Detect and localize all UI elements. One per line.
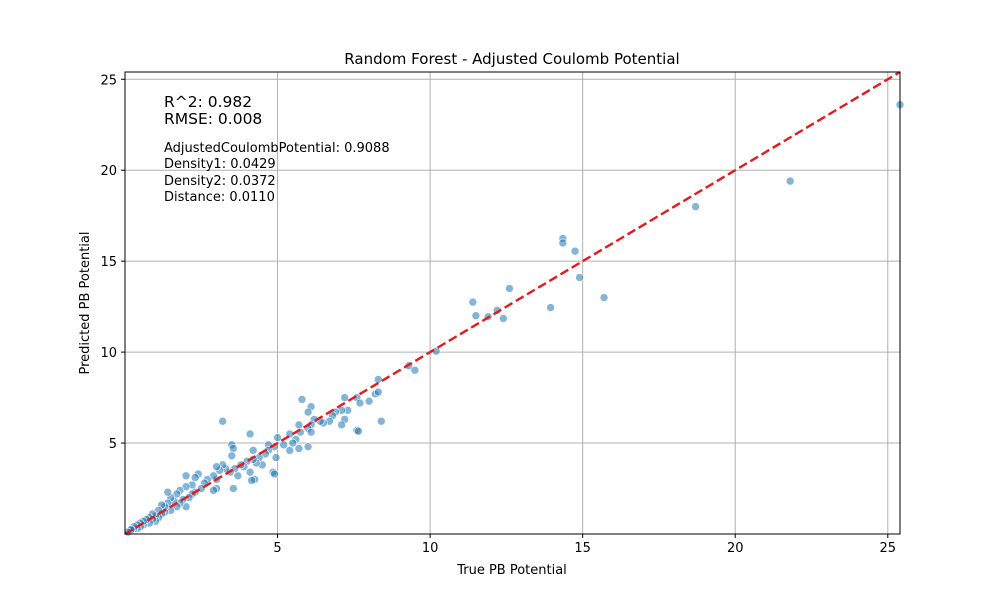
x-tick-label: 25: [880, 541, 897, 556]
data-point: [227, 451, 237, 461]
data-point: [691, 202, 700, 211]
y-tick-label: 5: [109, 437, 117, 452]
data-point: [499, 314, 508, 323]
data-point: [303, 407, 313, 417]
axis-ticks: 5 10 15 20 25 5 10 15 20 25: [100, 73, 896, 556]
data-point: [163, 487, 173, 497]
data-point: [209, 486, 218, 495]
data-point: [229, 444, 238, 453]
y-tick-label: 25: [100, 73, 117, 88]
data-point: [279, 440, 288, 450]
data-point: [785, 176, 795, 186]
data-point: [570, 246, 580, 256]
data-point: [546, 303, 555, 312]
data-point: [376, 416, 386, 426]
r2-annotation: R^2: 0.982: [164, 93, 252, 111]
x-tick-label: 15: [574, 541, 591, 556]
grid: [125, 72, 900, 534]
data-point: [599, 293, 609, 302]
data-point: [410, 365, 420, 375]
x-tick-label: 20: [727, 541, 744, 556]
importance-distance: Distance: 0.0110: [164, 190, 275, 205]
data-point: [245, 467, 255, 477]
ideal-fit-line: [124, 70, 901, 536]
data-point: [558, 238, 568, 248]
x-tick-label: 5: [273, 541, 281, 556]
data-point: [468, 297, 478, 307]
plot-area-frame: [124, 71, 901, 535]
data-point: [355, 398, 365, 408]
importance-density2: Density2: 0.0372: [164, 174, 276, 189]
data-point: [505, 284, 514, 293]
data-point: [373, 375, 383, 384]
data-point: [270, 469, 279, 479]
x-axis-label: True PB Potential: [456, 563, 567, 578]
data-point: [294, 444, 304, 453]
data-point: [354, 426, 363, 436]
data-point: [471, 311, 481, 321]
data-point: [285, 446, 295, 455]
y-tick-label: 20: [100, 164, 117, 179]
data-point: [294, 420, 304, 430]
data-point: [218, 416, 227, 426]
data-point: [306, 427, 316, 437]
data-point: [364, 396, 374, 406]
data-point: [233, 471, 243, 481]
data-point: [303, 442, 313, 451]
data-point: [340, 393, 349, 402]
data-point: [190, 473, 200, 482]
rmse-annotation: RMSE: 0.008: [164, 110, 262, 128]
data-point: [575, 273, 584, 282]
data-point: [271, 453, 281, 462]
data-point: [245, 429, 255, 439]
data-point: [273, 433, 282, 442]
data-point: [297, 395, 307, 404]
data-point: [247, 476, 256, 485]
y-axis-label: Predicted PB Potential: [78, 232, 93, 375]
data-point: [373, 387, 383, 397]
data-point: [229, 484, 238, 493]
data-point: [288, 438, 298, 448]
data-point: [337, 420, 346, 430]
chart-title: Random Forest - Adjusted Coulomb Potenti…: [344, 50, 679, 68]
y-tick-label: 10: [100, 346, 117, 361]
y-tick-label: 15: [100, 255, 117, 270]
data-point: [181, 471, 191, 481]
importance-adjusted-coulomb: AdjustedCoulombPotential: 0.9088: [164, 141, 390, 156]
data-point: [212, 462, 221, 472]
x-tick-label: 10: [422, 541, 439, 556]
data-point: [248, 446, 258, 455]
importance-density1: Density1: 0.0429: [164, 157, 276, 172]
